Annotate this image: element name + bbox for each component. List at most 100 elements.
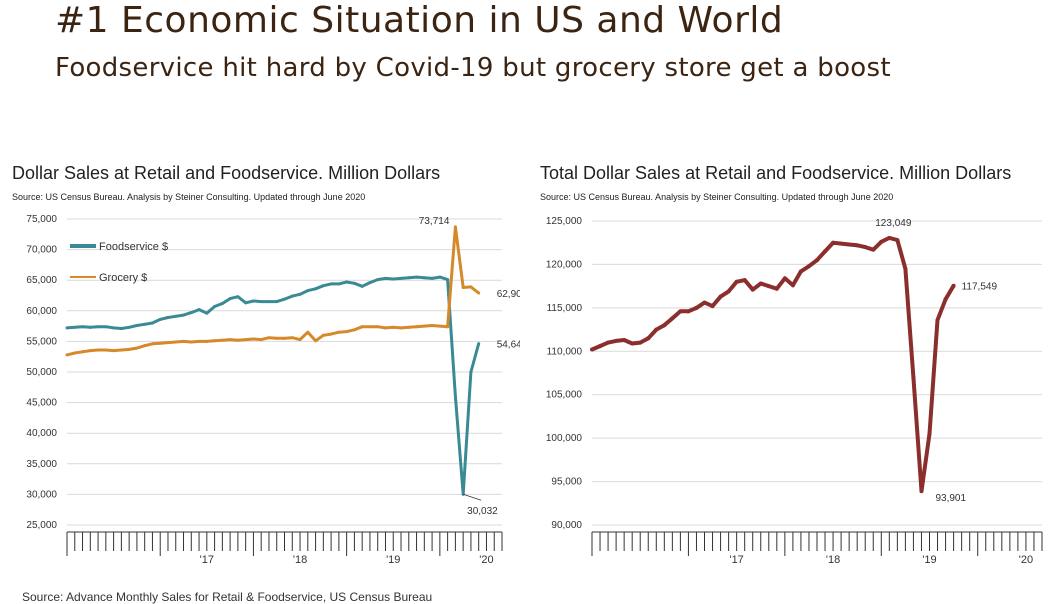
series-1-point — [143, 344, 147, 348]
series-1-point — [251, 337, 255, 341]
x-year-label: '17 — [200, 554, 214, 566]
series-1-point — [197, 339, 201, 343]
series-0-point — [943, 297, 948, 302]
series-1-point — [438, 324, 442, 328]
legend-label: Grocery $ — [99, 272, 147, 284]
series-0-point — [81, 325, 85, 329]
series-0-point — [670, 316, 675, 321]
series-0-point — [135, 323, 139, 327]
series-0-point — [453, 394, 457, 398]
series-1-point — [135, 346, 139, 350]
series-1-point — [228, 338, 232, 342]
series-0-point — [871, 247, 876, 252]
series-0-point — [259, 300, 263, 304]
series-0-point — [702, 300, 707, 305]
series-1-point — [298, 338, 302, 342]
series-0-point — [855, 243, 860, 248]
series-0-point — [112, 326, 116, 330]
series-1-point — [267, 336, 271, 340]
series-line-0 — [591, 235, 956, 494]
y-tick-label: 70,000 — [26, 245, 57, 256]
series-0-point — [399, 276, 403, 280]
series-0-point — [205, 311, 209, 315]
data-label: 73,714 — [419, 216, 450, 227]
series-0-point — [345, 280, 349, 284]
series-1-point — [81, 350, 85, 354]
y-tick-label: 120,000 — [546, 259, 583, 270]
series-0-point — [189, 311, 193, 315]
x-year-label: '17 — [729, 554, 743, 566]
series-0-point — [630, 341, 635, 346]
series-0-point — [337, 282, 341, 286]
series-0-point — [166, 316, 170, 320]
series-0-point — [477, 342, 481, 346]
series-0-point — [790, 283, 795, 288]
series-1-point — [461, 286, 465, 290]
series-0-point — [251, 299, 255, 303]
series-0-point — [598, 344, 603, 349]
chart-title-left: Dollar Sales at Retail and Foodservice. … — [12, 163, 441, 183]
series-0-point — [352, 281, 356, 285]
chart-source-left: Source: US Census Bureau. Analysis by St… — [12, 192, 366, 202]
series-0-point — [694, 305, 699, 310]
series-0-point — [606, 340, 611, 345]
series-line-0 — [66, 275, 481, 496]
series-0-point — [197, 308, 201, 312]
series-0-point — [903, 266, 908, 271]
series-0-point — [283, 297, 286, 301]
series-0-point — [438, 275, 442, 279]
series-1-point — [220, 338, 224, 342]
series-0-point — [590, 347, 594, 352]
series-1-point — [275, 336, 279, 340]
series-1-point — [213, 339, 217, 343]
chart-left-svg: 25,000 30,000 35,000 40,000 45,000 50,000 55,0… — [26, 214, 520, 566]
series-0-point — [368, 281, 372, 285]
y-tick-label: 75,000 — [26, 214, 57, 225]
series-0-point — [815, 258, 819, 263]
x-year-label: '20 — [479, 554, 493, 566]
series-0-point — [430, 276, 434, 280]
series-1-point — [352, 328, 356, 332]
series-0-point — [469, 370, 473, 374]
slide-subtitle: Foodservice hit hard by Covid-19 but gro… — [55, 53, 891, 83]
series-1-point — [88, 349, 92, 353]
series-1-point — [205, 339, 209, 343]
series-0-point — [306, 289, 310, 293]
series-0-point — [726, 289, 731, 294]
y-tick-label: 55,000 — [26, 336, 57, 347]
series-1-point — [306, 330, 310, 334]
series-1-point — [104, 348, 108, 352]
data-label: 62,905 — [497, 289, 520, 300]
series-0-point — [228, 297, 232, 301]
series-1-point — [158, 341, 162, 345]
series-0-point — [314, 287, 318, 291]
y-tick-label: 60,000 — [26, 306, 57, 317]
y-tick-label: 35,000 — [26, 459, 57, 470]
series-1-point — [430, 323, 434, 327]
y-tick-label: 40,000 — [26, 428, 57, 439]
series-1-point — [314, 339, 318, 343]
series-0-point — [646, 336, 651, 341]
series-0-point — [839, 241, 844, 246]
series-0-point — [638, 340, 643, 345]
series-0-point — [127, 325, 131, 329]
data-label: 117,549 — [962, 282, 998, 293]
series-1-point — [283, 336, 286, 340]
data-label: 93,901 — [935, 493, 966, 504]
series-0-point — [614, 338, 619, 343]
series-0-point — [622, 337, 627, 342]
data-label: 54,644 — [497, 340, 520, 351]
series-0-point — [654, 327, 659, 332]
series-0-point — [951, 283, 956, 288]
series-0-point — [911, 375, 916, 380]
series-1-point — [477, 291, 481, 295]
series-1-point — [182, 339, 186, 343]
y-tick-label: 65,000 — [26, 275, 57, 286]
series-1-point — [290, 336, 294, 340]
series-0-point — [329, 282, 333, 286]
series-1-point — [422, 324, 426, 328]
series-0-point — [895, 238, 900, 243]
series-0-point — [678, 309, 683, 314]
x-year-label: '19 — [386, 554, 400, 566]
series-1-point — [236, 338, 240, 342]
